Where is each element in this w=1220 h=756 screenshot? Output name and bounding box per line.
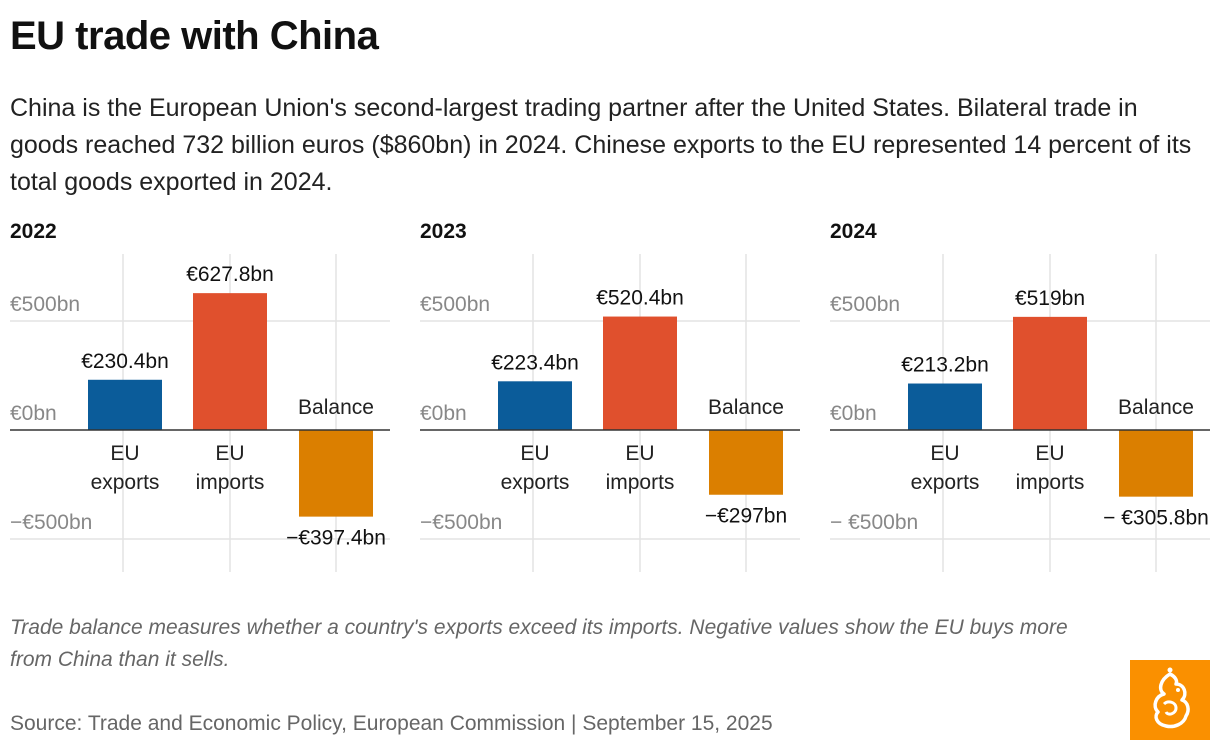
value-label: −€397.4bn <box>286 527 386 550</box>
value-label: €230.4bn <box>81 350 169 373</box>
category-label: exports <box>501 471 570 494</box>
value-label: €213.2bn <box>901 354 989 377</box>
chart-panel-2024: 2024 €500bn €0bn − €500bn €213.2bn EU exports €… <box>830 220 1210 572</box>
value-label: €520.4bn <box>596 287 684 310</box>
y-tick-label: − €500bn <box>830 511 918 534</box>
y-tick-label: −€500bn <box>420 511 502 534</box>
category-label: EU <box>215 442 244 465</box>
category-label: Balance <box>1118 396 1194 419</box>
y-tick-label: €0bn <box>420 402 467 425</box>
y-tick-label: €500bn <box>420 293 490 316</box>
chart-panel-2022: 2022 €500bn €0bn −€500bn €230.4bn EU exports €6… <box>10 220 390 572</box>
category-label: imports <box>196 471 265 494</box>
category-label: EU <box>625 442 654 465</box>
category-label: exports <box>911 471 980 494</box>
bar-eu-imports <box>1013 316 1087 430</box>
panel-title: 2022 <box>10 220 57 243</box>
value-label: −€297bn <box>705 505 787 528</box>
bar-balance <box>709 430 783 495</box>
y-tick-label: €0bn <box>830 402 877 425</box>
source-line: Source: Trade and Economic Policy, Europ… <box>10 712 773 735</box>
bar-eu-imports <box>193 293 267 430</box>
chart-panel-2023: 2023 €500bn €0bn −€500bn €223.4bn EU exports €5… <box>420 220 800 572</box>
category-label: Balance <box>708 396 784 419</box>
page-title: EU trade with China <box>10 14 379 58</box>
value-label: €519bn <box>1015 287 1085 310</box>
y-tick-label: −€500bn <box>10 511 92 534</box>
category-label: imports <box>1016 471 1085 494</box>
category-label: EU <box>110 442 139 465</box>
bar-eu-exports <box>908 383 982 430</box>
category-label: exports <box>91 471 160 494</box>
bar-balance <box>1119 430 1193 497</box>
category-label: EU <box>1035 442 1064 465</box>
panel-title: 2023 <box>420 220 467 243</box>
y-tick-label: €500bn <box>830 293 900 316</box>
category-label: imports <box>606 471 675 494</box>
charts-area: 2022 €500bn €0bn −€500bn €230.4bn EU exports €6… <box>10 220 1210 572</box>
y-tick-label: €0bn <box>10 402 57 425</box>
page-subtitle: China is the European Union's second-lar… <box>10 94 1192 196</box>
bar-eu-exports <box>88 379 162 430</box>
footnote: Trade balance measures whether a country… <box>10 616 1068 671</box>
bar-eu-imports <box>603 316 677 430</box>
category-label: Balance <box>298 396 374 419</box>
panel-title: 2024 <box>830 220 877 243</box>
value-label: €223.4bn <box>491 351 579 374</box>
value-label: − €305.8bn <box>1103 507 1209 530</box>
bar-balance <box>299 430 373 517</box>
al-jazeera-logo-icon <box>1130 660 1210 740</box>
y-tick-label: €500bn <box>10 293 80 316</box>
category-label: EU <box>930 442 959 465</box>
category-label: EU <box>520 442 549 465</box>
bar-eu-exports <box>498 381 572 430</box>
value-label: €627.8bn <box>186 263 274 286</box>
